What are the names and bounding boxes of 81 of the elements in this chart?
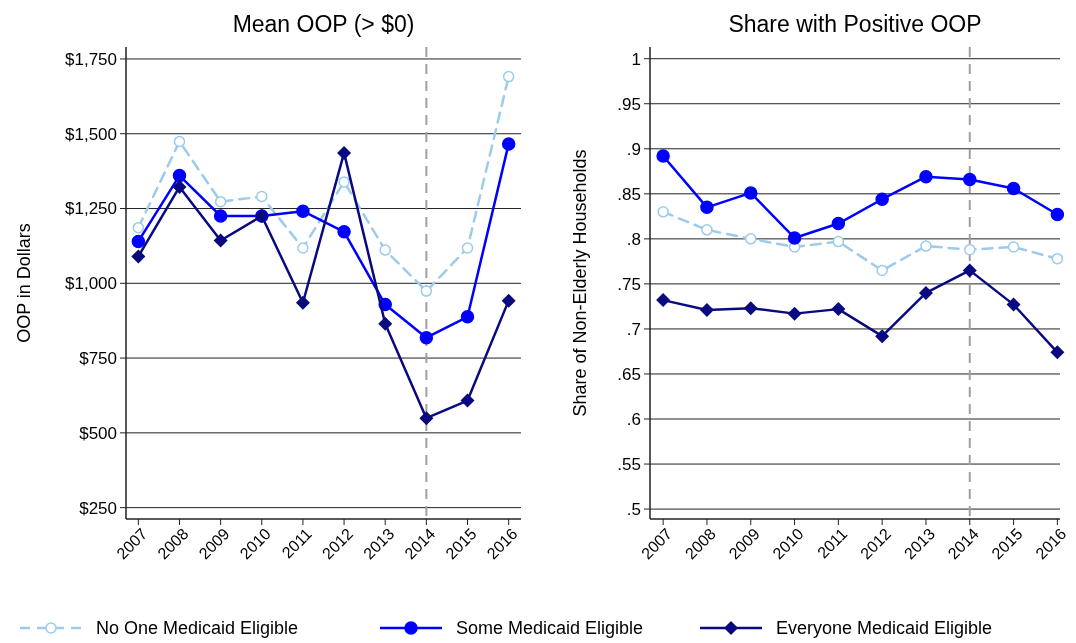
point — [172, 179, 187, 194]
legend-label: Some Medicaid Eligible — [456, 618, 644, 639]
y-tick-label: .5 — [626, 500, 641, 520]
point — [876, 264, 888, 277]
legend-label: Everyone Medicaid Eligible — [776, 618, 993, 639]
point — [657, 206, 669, 218]
point — [1051, 252, 1064, 265]
point — [131, 234, 146, 249]
y-tick-label: .75 — [617, 274, 641, 294]
point — [701, 224, 713, 236]
point — [831, 216, 846, 231]
point — [214, 195, 227, 208]
point — [875, 329, 890, 344]
point — [460, 310, 475, 324]
y-tick-label: $1,750 — [65, 49, 117, 69]
point — [378, 316, 393, 331]
point — [420, 285, 433, 297]
y-tick-label: $1,250 — [65, 199, 117, 219]
point — [699, 303, 714, 318]
point — [337, 145, 352, 160]
point — [963, 172, 977, 187]
point — [502, 70, 515, 83]
point — [1050, 207, 1065, 222]
point — [787, 306, 802, 321]
point — [295, 295, 310, 310]
y-tick-label: $750 — [79, 349, 117, 369]
point — [1007, 241, 1020, 253]
point — [962, 263, 977, 278]
point — [656, 149, 670, 163]
y-tick-label: $1,000 — [65, 274, 117, 294]
y-tick-label: .7 — [626, 319, 641, 339]
point — [296, 204, 310, 218]
point — [1050, 345, 1065, 360]
y-tick-label: .55 — [617, 455, 641, 474]
point — [213, 233, 228, 248]
point — [461, 242, 474, 254]
point — [787, 231, 802, 245]
point — [131, 249, 146, 264]
point — [132, 221, 145, 234]
point — [964, 243, 976, 256]
legend-label: No One Medicaid Eligible — [96, 618, 299, 639]
point — [419, 411, 434, 426]
y-tick-label: .95 — [617, 94, 641, 114]
chart-title: Mean OOP (> $0) — [232, 11, 415, 37]
y-tick-label: .6 — [626, 409, 641, 429]
chart-title: Share with Positive OOP — [728, 11, 982, 37]
point — [501, 293, 516, 308]
point — [213, 209, 228, 223]
point — [501, 137, 516, 151]
y-axis-title: OOP in Dollars — [14, 223, 34, 343]
y-tick-label: $1,500 — [65, 124, 117, 144]
y-tick-label: .65 — [617, 364, 641, 384]
point — [337, 225, 351, 239]
point — [744, 186, 758, 200]
point — [918, 285, 933, 300]
point — [338, 176, 350, 188]
y-axis-title: Share of Non-Elderly Households — [570, 149, 590, 417]
point — [745, 233, 757, 245]
point — [256, 190, 268, 203]
point — [831, 302, 846, 317]
y-tick-label: 1 — [631, 49, 641, 69]
point — [832, 235, 845, 248]
point — [919, 169, 933, 184]
point — [1006, 297, 1021, 312]
y-tick-label: .9 — [626, 139, 641, 159]
point — [656, 293, 671, 308]
point — [297, 242, 309, 254]
point — [875, 192, 889, 206]
y-tick-label: $250 — [79, 498, 117, 518]
point — [700, 200, 714, 215]
point — [419, 330, 434, 345]
y-tick-label: .85 — [617, 184, 641, 204]
point — [743, 301, 758, 316]
point — [1006, 181, 1021, 196]
point — [460, 393, 475, 408]
point — [379, 244, 391, 256]
point — [173, 135, 186, 148]
y-tick-label: $500 — [79, 423, 117, 443]
point — [920, 240, 932, 252]
point — [172, 168, 187, 183]
y-tick-label: .8 — [626, 229, 641, 249]
